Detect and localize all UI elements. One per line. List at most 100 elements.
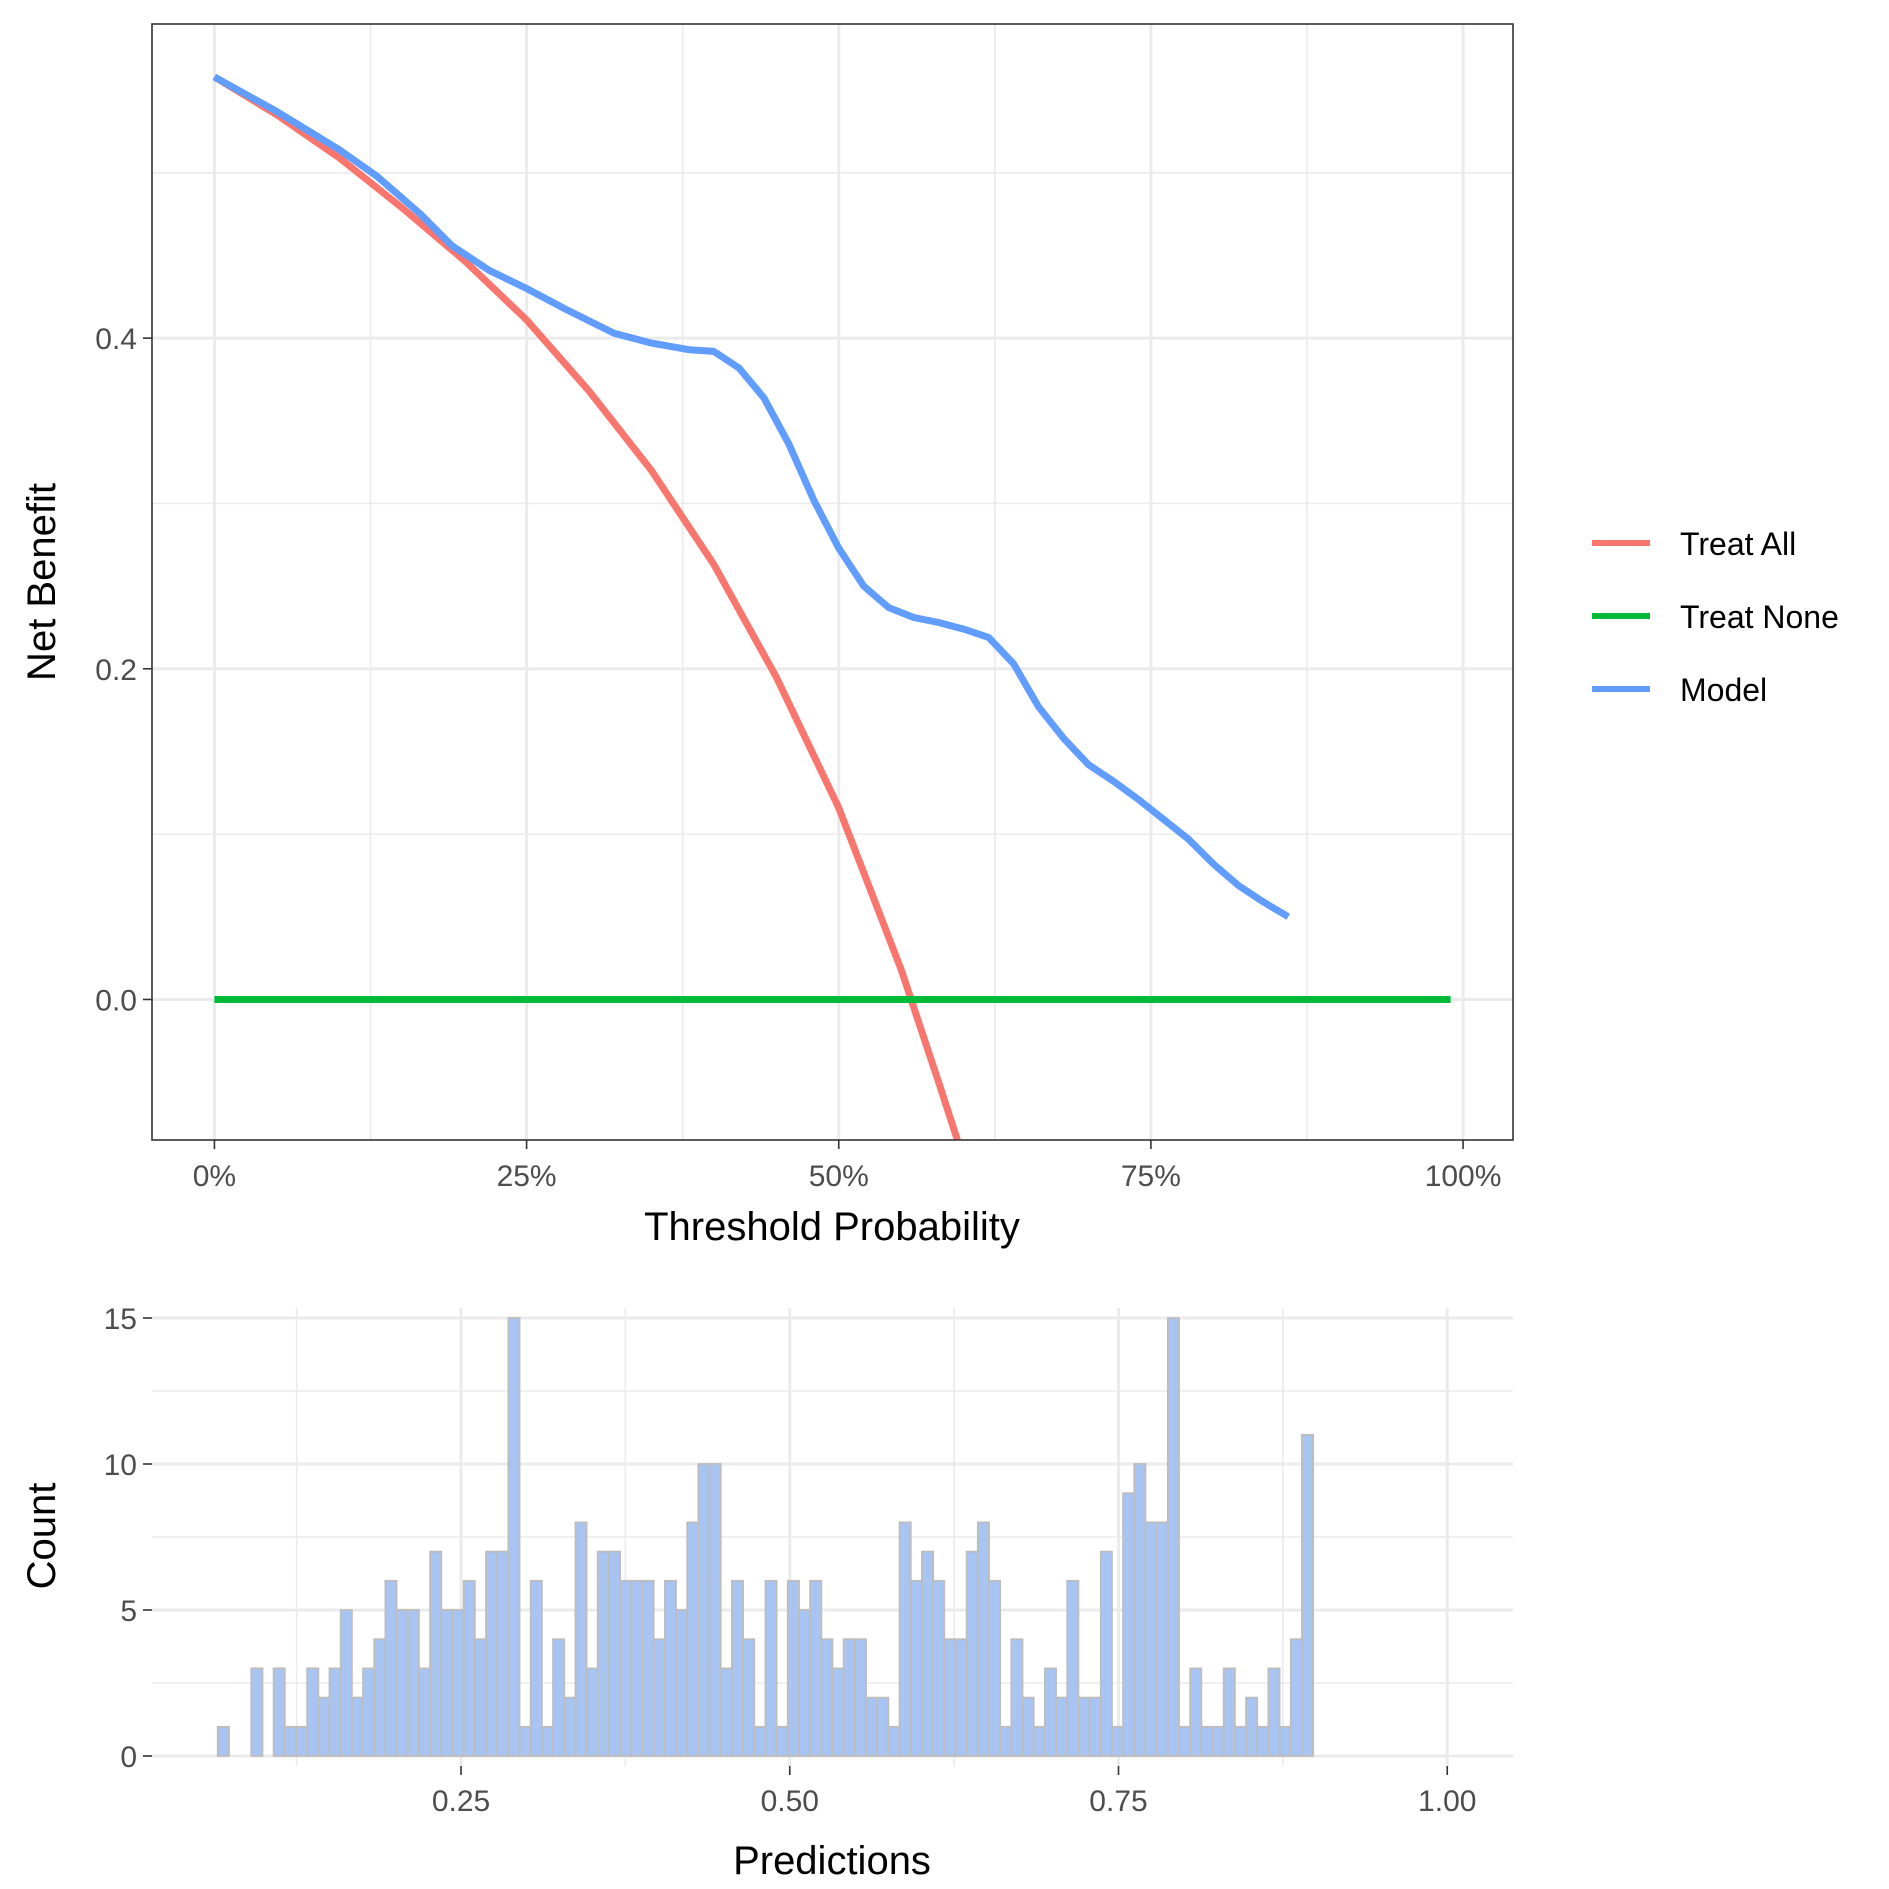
histogram-bar	[1077, 1696, 1091, 1757]
histogram-bar	[809, 1579, 823, 1757]
histogram-bar	[764, 1579, 778, 1757]
histogram-bar	[798, 1609, 812, 1757]
x-tick-label: 0.50	[761, 1785, 819, 1818]
histogram-bar	[608, 1550, 622, 1757]
histogram-bar	[272, 1667, 286, 1757]
histogram-bar	[362, 1667, 376, 1757]
histogram-bar	[585, 1667, 599, 1757]
histogram-bar	[1211, 1725, 1225, 1757]
histogram-bar	[328, 1667, 342, 1757]
histogram-bar	[250, 1667, 264, 1757]
legend-label-treat-none: Treat None	[1680, 599, 1839, 635]
histogram-bar	[1178, 1725, 1192, 1757]
histogram-bar	[1155, 1521, 1169, 1757]
histogram-bar	[1245, 1696, 1259, 1757]
decision-curve-panel-border	[151, 23, 1514, 1141]
histogram-x-ticks: 0.25 0.50 0.75 1.00	[432, 1766, 1476, 1818]
histogram-bar	[1021, 1696, 1035, 1757]
histogram-bar	[1010, 1638, 1024, 1757]
histogram-x-axis-title: Predictions	[733, 1839, 931, 1883]
histogram-bar	[641, 1579, 655, 1757]
histogram-bar	[529, 1579, 543, 1757]
histogram-bar	[697, 1463, 711, 1757]
histogram-bar	[921, 1550, 934, 1757]
histogram-bar	[965, 1550, 979, 1757]
histogram-bar	[943, 1638, 957, 1757]
histogram-bar	[574, 1521, 588, 1757]
decision-curve-y-ticks: 0.0 0.2 0.4	[95, 323, 152, 1017]
histogram-bar	[865, 1696, 879, 1757]
histogram-bar	[1200, 1725, 1214, 1757]
histogram-bar	[1066, 1579, 1080, 1757]
histogram-bar	[1088, 1696, 1102, 1757]
histogram-bar	[1144, 1521, 1158, 1757]
histogram-bar	[630, 1579, 644, 1757]
histogram-bar	[1301, 1433, 1315, 1757]
y-tick-label: 0.4	[95, 323, 137, 356]
histogram-bar	[909, 1579, 923, 1757]
histogram-bar	[742, 1638, 756, 1757]
histogram-bar	[887, 1725, 901, 1757]
legend: Treat All Treat None Model	[1592, 526, 1839, 708]
histogram-bar	[719, 1667, 733, 1757]
series-line-model	[212, 73, 1290, 920]
x-tick-label: 25%	[497, 1160, 557, 1193]
histogram-bar	[999, 1725, 1013, 1757]
histogram-bar	[384, 1579, 398, 1757]
histogram-bar	[306, 1667, 320, 1757]
histogram-bar	[675, 1609, 689, 1757]
histogram-y-axis-title: Count	[20, 1483, 64, 1590]
decision-curve-panel: 0% 25% 50% 75% 100% 0.0 0.2 0.4 Threshold Prob…	[20, 23, 1839, 1249]
histogram-bar	[496, 1550, 510, 1757]
y-tick-label: 10	[104, 1449, 137, 1482]
y-tick-label: 15	[104, 1303, 137, 1336]
histogram-bar	[418, 1667, 432, 1757]
y-tick-label: 0.0	[95, 984, 137, 1017]
histogram-bar	[842, 1638, 856, 1757]
histogram-bar	[485, 1550, 499, 1757]
histogram-bar	[596, 1550, 610, 1757]
histogram-bar	[507, 1317, 521, 1757]
histogram-bar	[775, 1725, 789, 1757]
histogram-bar	[1111, 1725, 1125, 1757]
histogram-bar	[1043, 1667, 1057, 1757]
histogram-bar	[1099, 1550, 1113, 1757]
histogram-bar	[216, 1725, 230, 1757]
histogram-bar	[1032, 1725, 1046, 1757]
histogram-bar	[395, 1609, 409, 1757]
histogram-bar	[317, 1696, 331, 1757]
y-tick-label: 5	[120, 1595, 137, 1628]
decision-curve-plot-area	[152, 24, 1513, 1140]
histogram-bar	[373, 1638, 387, 1757]
histogram-bar	[954, 1638, 968, 1757]
y-tick-label: 0	[120, 1741, 137, 1774]
histogram-bar	[339, 1609, 353, 1757]
histogram-bar	[1256, 1725, 1270, 1757]
histogram-bar	[976, 1521, 990, 1757]
x-tick-label: 0.25	[432, 1785, 490, 1818]
histogram-bar	[831, 1667, 845, 1757]
series-line-treat-all	[212, 73, 961, 1140]
decision-curve-x-ticks: 0% 25% 50% 75% 100%	[193, 1140, 1501, 1193]
histogram-bar	[406, 1609, 420, 1757]
x-tick-label: 0.75	[1089, 1785, 1147, 1818]
histogram-panel: 0.25 0.50 0.75 1.00 0 5 10 15 Predictions Coun…	[20, 1303, 1513, 1883]
histogram-bar	[1267, 1667, 1281, 1757]
histogram-bar	[473, 1638, 487, 1757]
histogram-bar	[1055, 1696, 1069, 1757]
histogram-bar	[295, 1725, 309, 1757]
x-tick-label: 50%	[809, 1160, 869, 1193]
histogram-bar	[563, 1696, 577, 1757]
x-tick-label: 75%	[1121, 1160, 1181, 1193]
legend-label-model: Model	[1680, 672, 1767, 708]
histogram-bar	[1189, 1667, 1203, 1757]
histogram-bar	[283, 1725, 297, 1757]
histogram-bar	[663, 1579, 677, 1757]
histogram-bar	[440, 1609, 454, 1757]
histogram-bar	[708, 1463, 722, 1757]
histogram-bar	[652, 1638, 666, 1757]
histogram-bar	[988, 1579, 1002, 1757]
histogram-bar	[820, 1638, 834, 1757]
histogram-bar	[686, 1521, 700, 1757]
